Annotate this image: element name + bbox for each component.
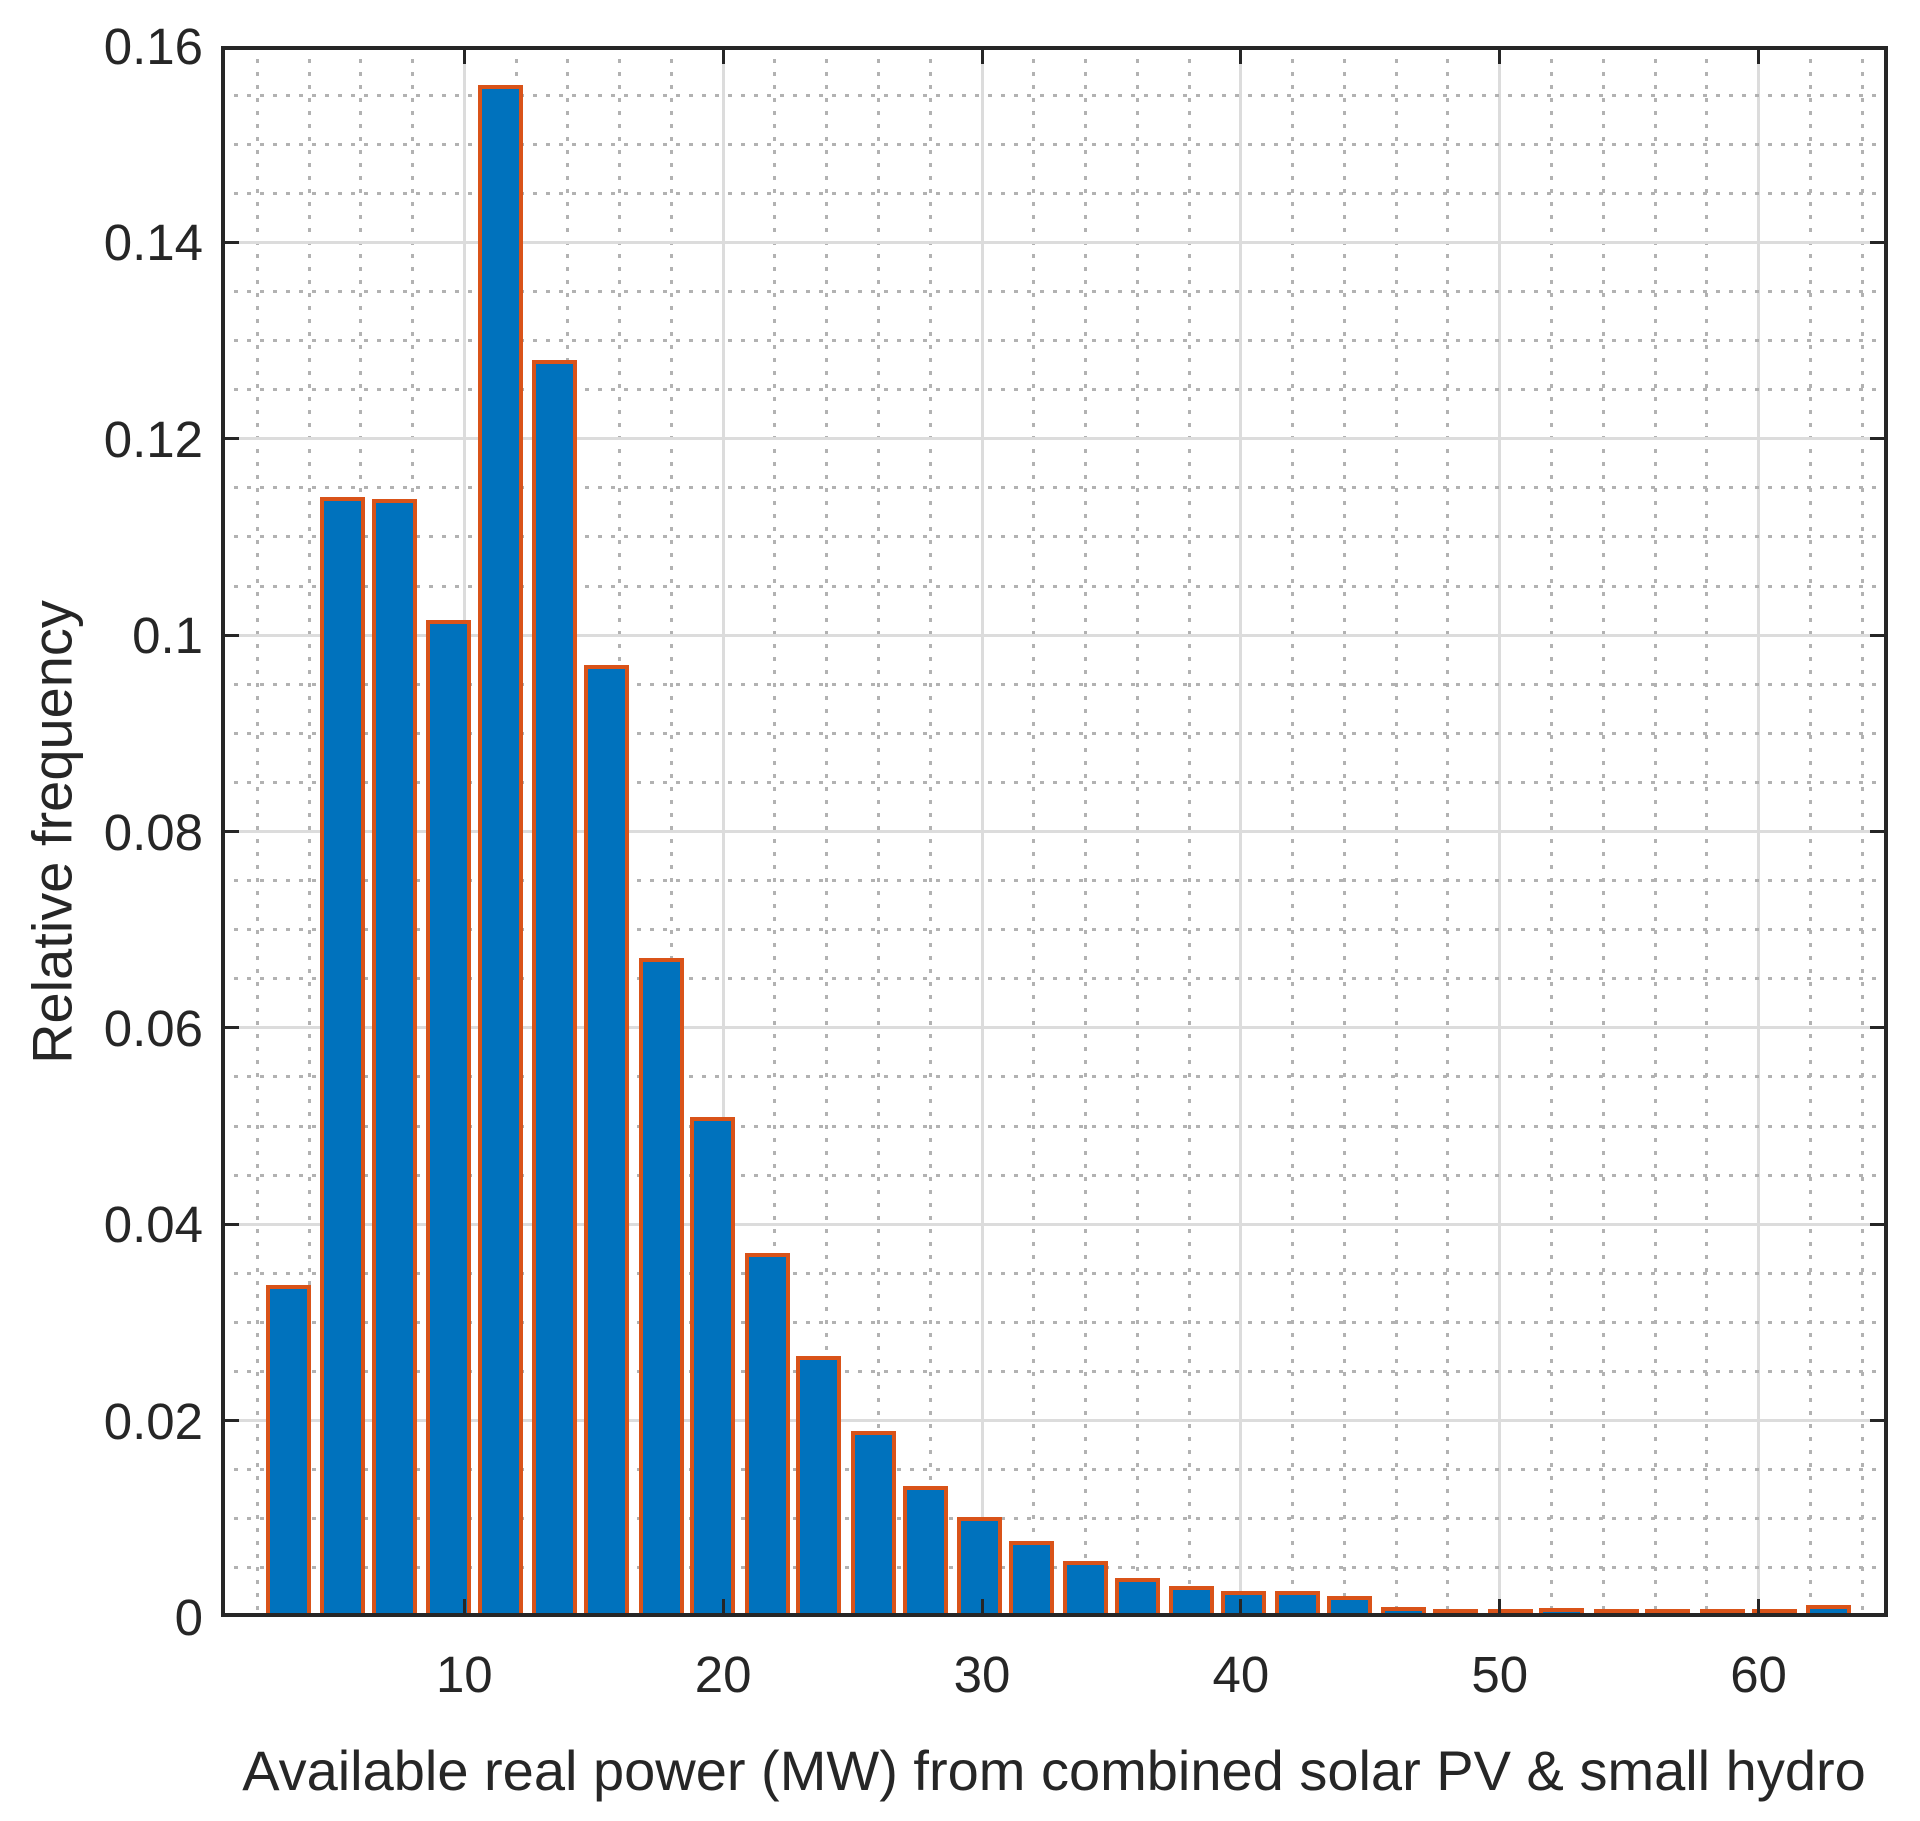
histogram-bar [902,1486,948,1617]
x-tick-top [721,46,725,64]
grid-major-hline [221,633,1888,637]
y-tick [221,1419,239,1423]
y-tick-label: 0 [174,1589,203,1646]
grid-minor-hline [221,339,1888,343]
plot-frame-bottom [221,1613,1888,1617]
grid-minor-hline [221,142,1888,146]
histogram-bar [320,497,366,1617]
y-tick [221,437,239,441]
x-tick [462,1599,466,1617]
y-tick [221,633,239,637]
x-tick-label: 10 [435,1646,493,1703]
x-tick-top [462,46,466,64]
histogram-bar [956,1517,1002,1617]
grid-minor-hline [221,1370,1888,1374]
histogram-bar [478,85,524,1617]
x-tick-top [1757,46,1761,64]
plot-area [221,46,1888,1617]
y-tick [221,830,239,833]
grid-minor-hline [221,289,1888,293]
grid-major-hline [221,1222,1888,1226]
y-tick-label: 0.02 [103,1392,203,1450]
y-tick-label: 0.04 [103,1196,203,1254]
x-tick-top [1239,46,1243,64]
histogram-bar [744,1253,790,1617]
x-tick [1757,1599,1761,1617]
histogram-bar [690,1117,736,1617]
y-tick-right [1870,437,1888,441]
grid-major-hline [221,1419,1888,1423]
y-tick [221,46,239,49]
x-tick [721,1599,725,1617]
histogram-bar [371,499,417,1617]
grid-minor-hline [221,584,1888,588]
plot-frame-top [221,46,1888,50]
grid-minor-hline [221,1173,1888,1177]
histogram-bar [1114,1578,1160,1617]
grid-major-hline [221,830,1888,833]
x-tick-label: 30 [953,1646,1011,1703]
grid-minor-hline [221,191,1888,195]
histogram-bar [850,1431,896,1617]
y-tick [221,1222,239,1226]
y-tick [221,1614,239,1617]
y-tick-label: 0.14 [103,214,203,272]
histogram-bar [265,1285,311,1617]
y-tick-right [1870,1026,1888,1030]
grid-major-hline [221,240,1888,244]
x-tick-label: 20 [694,1646,752,1703]
x-axis-label: Available real power (MW) from combined … [242,1739,1866,1802]
grid-major-hline [221,437,1888,441]
y-tick-label: 0.16 [103,18,203,75]
y-tick-right [1870,633,1888,637]
y-tick-label: 0.12 [103,410,203,468]
histogram-bar [1275,1591,1321,1617]
grid-minor-hline [221,1271,1888,1275]
histogram-bar [1008,1541,1054,1617]
grid-minor-hline [221,1566,1888,1570]
histogram-bar [796,1356,842,1617]
y-tick-label: 0.06 [103,999,203,1057]
y-tick-right [1870,1222,1888,1226]
histogram-bar [426,620,472,1617]
x-tick-label: 60 [1730,1646,1787,1703]
grid-minor-hline [221,1124,1888,1128]
grid-minor-hline [221,535,1888,539]
grid-minor-hline [221,977,1888,981]
y-tick-right [1870,830,1888,833]
x-tick-label: 50 [1471,1646,1529,1703]
grid-minor-hline [221,780,1888,784]
x-tick-top [1498,46,1502,64]
grid-minor-hline [221,928,1888,932]
histogram-bar [638,958,684,1617]
y-tick [221,1026,239,1030]
y-tick-label: 0.08 [103,803,203,861]
y-tick-right [1870,240,1888,244]
x-tick [980,1599,984,1617]
y-tick-right [1870,1419,1888,1423]
x-tick-top [980,46,984,64]
x-tick-label: 40 [1212,1646,1270,1703]
y-tick-right [1870,1614,1888,1617]
grid-minor-hline [221,388,1888,392]
y-tick-label: 0.1 [132,607,203,665]
x-tick [1239,1599,1243,1617]
grid-minor-hline [221,682,1888,686]
grid-minor-hline [221,1075,1888,1079]
grid-minor-hline [221,1517,1888,1521]
histogram-bar [1063,1561,1109,1617]
grid-minor-hline [221,731,1888,735]
grid-minor-hline [221,486,1888,490]
grid-minor-hline [221,879,1888,883]
grid-major-hline [221,1026,1888,1030]
x-tick [1498,1599,1502,1617]
y-tick [221,240,239,244]
grid-minor-hline [221,1320,1888,1324]
histogram-bar [584,665,630,1617]
histogram-bar [532,360,578,1617]
grid-minor-hline [221,1468,1888,1472]
y-tick-right [1870,46,1888,49]
grid-minor-hline [221,93,1888,97]
